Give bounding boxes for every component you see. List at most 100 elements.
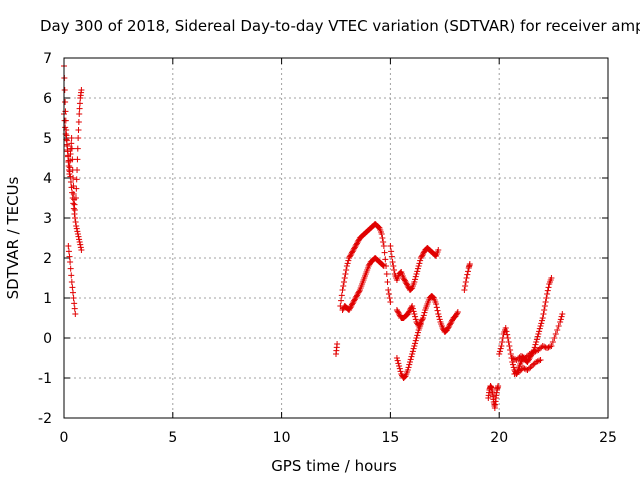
data-point (461, 287, 468, 293)
data-point (75, 127, 82, 133)
data-point (503, 328, 510, 335)
data-point (347, 252, 354, 259)
data-point (499, 339, 506, 345)
data-point (69, 189, 76, 196)
data-point (388, 253, 395, 260)
data-point (351, 297, 358, 304)
data-point (497, 345, 504, 352)
data-point (430, 294, 437, 301)
data-point (75, 119, 82, 125)
data-point (409, 303, 416, 309)
data-point (355, 289, 362, 296)
data-point (380, 243, 387, 249)
data-point (348, 249, 355, 256)
data-point (355, 237, 362, 244)
data-point (406, 359, 413, 365)
data-point (390, 263, 397, 269)
data-point (341, 275, 348, 281)
data-point (412, 340, 419, 347)
data-point (436, 316, 443, 323)
y-tick-label: 0 (43, 331, 52, 347)
x-tick-label: 15 (381, 430, 399, 446)
data-point (433, 304, 440, 311)
data-point (71, 201, 78, 208)
data-point (347, 304, 354, 311)
data-point (465, 268, 472, 275)
data-point (419, 252, 426, 259)
data-point (507, 347, 514, 353)
data-point (415, 263, 422, 269)
data-point (406, 361, 413, 368)
data-point (545, 284, 552, 291)
data-point (504, 335, 511, 341)
data-point (410, 345, 417, 352)
data-point (397, 269, 404, 276)
data-point (434, 307, 441, 314)
data-point (386, 295, 393, 301)
data-point (78, 247, 85, 253)
data-point (408, 285, 415, 292)
data-point (406, 307, 413, 313)
data-point (61, 117, 68, 124)
y-axis-label: SDTVAR / TECUs (4, 176, 22, 299)
data-point (70, 200, 77, 207)
data-point (537, 323, 544, 329)
data-point (417, 255, 424, 261)
data-point (396, 365, 403, 372)
data-point (448, 319, 455, 325)
data-point (420, 315, 427, 321)
data-point (73, 223, 80, 229)
data-point (354, 292, 361, 299)
data-point (340, 279, 347, 285)
x-axis-label: GPS time / hours (271, 457, 397, 475)
data-point (404, 311, 411, 317)
data-point (65, 243, 72, 249)
data-point (449, 317, 456, 324)
data-point (533, 359, 540, 365)
data-point (523, 366, 530, 373)
data-point (513, 357, 520, 363)
data-point (539, 343, 546, 349)
data-point (393, 355, 400, 361)
data-point (66, 163, 73, 169)
data-point (76, 236, 83, 243)
data-point (70, 175, 77, 181)
data-point (543, 295, 550, 301)
data-point (346, 255, 353, 261)
data-point (407, 286, 414, 293)
data-point (515, 355, 522, 362)
data-point (417, 321, 424, 327)
data-point (338, 292, 345, 299)
data-point (439, 325, 446, 331)
data-point (454, 309, 461, 315)
data-point (384, 279, 391, 285)
data-point (524, 359, 531, 365)
data-point (77, 241, 84, 248)
x-tick-label: 10 (273, 430, 291, 446)
data-point (394, 357, 401, 364)
data-point (510, 364, 517, 371)
data-point (409, 305, 416, 312)
data-point (412, 316, 419, 323)
data-point (528, 363, 535, 369)
data-point (520, 354, 527, 361)
data-point (509, 361, 516, 368)
data-point (66, 253, 73, 260)
data-point (400, 275, 407, 281)
data-point (343, 263, 350, 269)
data-point (555, 323, 562, 329)
data-point (68, 135, 75, 141)
data-point (339, 307, 346, 313)
data-point (334, 341, 341, 347)
chart-title: Day 300 of 2018, Sidereal Day-to-day VTE… (40, 17, 640, 35)
data-point (352, 243, 359, 249)
y-tick-label: 3 (43, 211, 52, 227)
data-point (351, 296, 358, 303)
data-point (74, 228, 81, 235)
data-point (70, 205, 77, 212)
data-point (402, 279, 409, 285)
data-point (559, 311, 566, 317)
data-point (398, 371, 405, 377)
data-point (342, 271, 349, 277)
data-point (397, 368, 404, 375)
